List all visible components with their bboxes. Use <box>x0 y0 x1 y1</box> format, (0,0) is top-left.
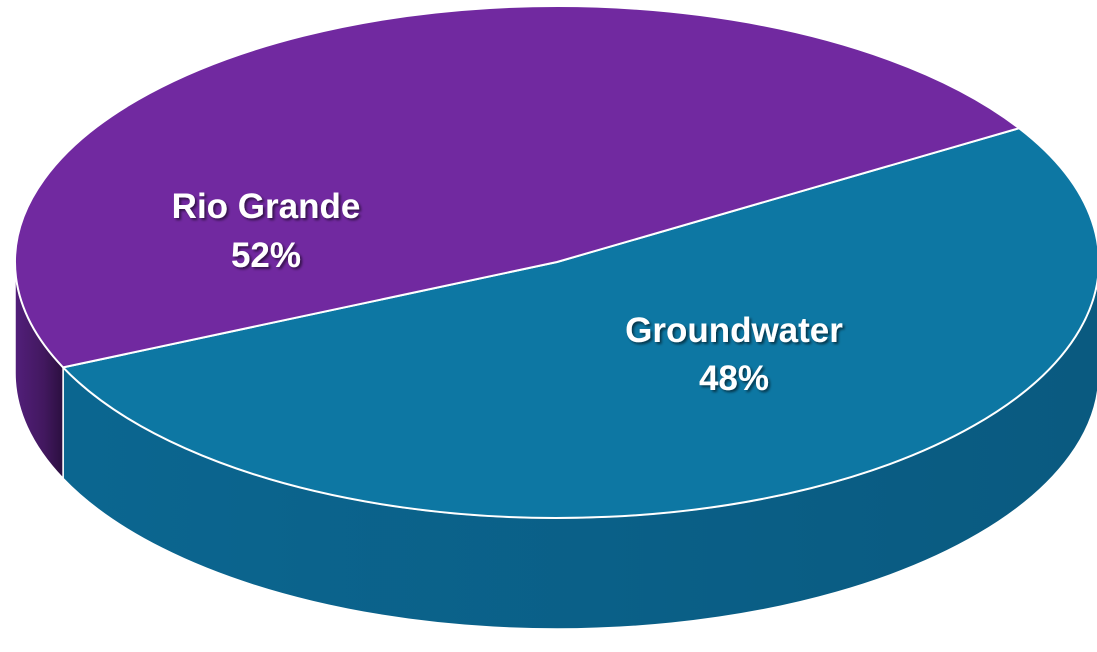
slice-label-rio-grande-name: Rio Grande <box>172 187 361 226</box>
slice-label-groundwater-value: 48% <box>699 359 769 398</box>
slice-label-groundwater-name: Groundwater <box>625 311 843 350</box>
pie-slice-rio-grande <box>62 127 1097 519</box>
slice-label-rio-grande-value: 52% <box>231 236 301 275</box>
pie-slice-groundwater <box>13 5 1021 369</box>
